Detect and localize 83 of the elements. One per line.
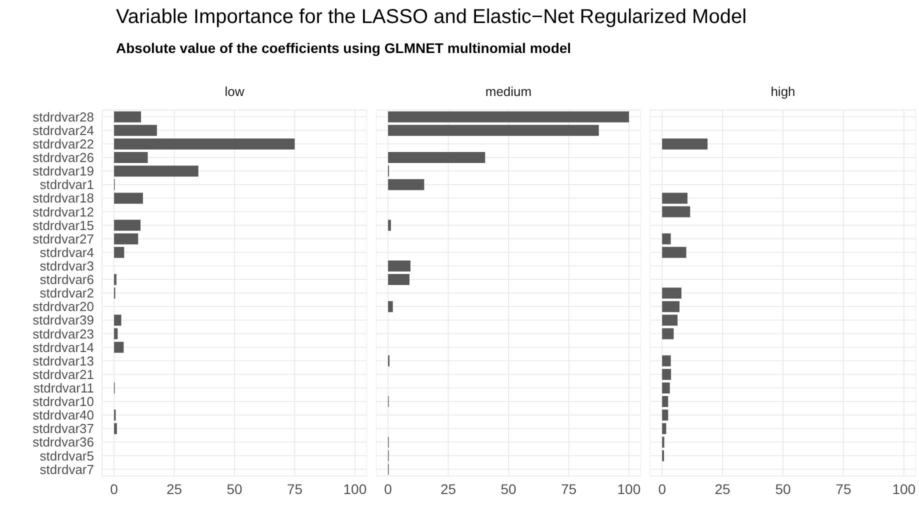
bar bbox=[662, 233, 671, 244]
x-tick-label: 0 bbox=[384, 480, 392, 497]
bar bbox=[662, 192, 688, 204]
bar bbox=[114, 138, 295, 150]
y-tick-label: stdrdvar2 bbox=[40, 286, 94, 301]
x-tick-label: 100 bbox=[892, 480, 916, 497]
bar bbox=[388, 301, 393, 312]
bar bbox=[114, 423, 117, 434]
y-tick-label: stdrdvar10 bbox=[32, 394, 94, 410]
bar bbox=[662, 423, 666, 434]
y-tick-label: stdrdvar19 bbox=[32, 164, 94, 179]
bar bbox=[114, 328, 118, 340]
bar bbox=[114, 314, 122, 326]
y-tick-label: stdrdvar15 bbox=[32, 218, 94, 233]
bar bbox=[662, 382, 670, 394]
y-tick-label: stdrdvar26 bbox=[32, 150, 94, 166]
y-tick-label: stdrdvar7 bbox=[40, 462, 94, 477]
chart-title: high bbox=[770, 83, 796, 101]
text: Variable Importance for the LASSO and Elastic−Net Regularized Model bbox=[116, 6, 747, 29]
y-tick-label: stdrdvar13 bbox=[32, 353, 94, 368]
x-tick-label: 25 bbox=[166, 480, 182, 497]
y-tick-label: stdrdvar22 bbox=[32, 136, 94, 152]
y-tick-label: stdrdvar1 bbox=[40, 177, 94, 192]
y-tick-label: stdrdvar27 bbox=[32, 231, 94, 246]
x-tick-label: 75 bbox=[286, 480, 303, 497]
x-tick-label: 50 bbox=[500, 480, 516, 497]
y-tick-label: stdrdvar23 bbox=[32, 326, 94, 342]
bar bbox=[388, 111, 629, 122]
bar bbox=[662, 368, 672, 380]
y-tick-label: stdrdvar20 bbox=[32, 299, 94, 314]
bar bbox=[388, 124, 599, 136]
y-tick-label: stdrdvar39 bbox=[32, 312, 94, 328]
bar bbox=[114, 246, 124, 258]
bar bbox=[662, 410, 668, 421]
bar bbox=[662, 138, 708, 150]
chart-title: low bbox=[224, 83, 246, 101]
x-tick-label: 0 bbox=[658, 480, 666, 497]
y-tick-label: stdrdvar40 bbox=[32, 408, 94, 423]
x-tick-label: 75 bbox=[560, 480, 577, 497]
bar bbox=[662, 396, 668, 408]
text: Absolute value of the coefficients using GLMNET multinomial model bbox=[116, 40, 572, 56]
x-tick-label: 50 bbox=[775, 480, 791, 497]
bar bbox=[388, 260, 410, 272]
x-tick-label: 0 bbox=[110, 480, 118, 497]
chart-title: medium bbox=[484, 83, 533, 101]
y-tick-label: stdrdvar24 bbox=[32, 122, 94, 138]
bar bbox=[114, 342, 124, 353]
y-tick-label: stdrdvar14 bbox=[32, 340, 94, 355]
y-tick-label: stdrdvar3 bbox=[40, 258, 94, 274]
y-tick-label: stdrdvar12 bbox=[32, 204, 94, 220]
x-tick-label: 50 bbox=[226, 480, 242, 497]
bar bbox=[662, 288, 682, 299]
bar bbox=[388, 179, 424, 190]
x-tick-label: 100 bbox=[343, 480, 367, 497]
bar bbox=[662, 206, 690, 218]
bar bbox=[388, 274, 410, 286]
bar bbox=[114, 124, 157, 136]
y-tick-label: stdrdvar37 bbox=[32, 421, 94, 436]
y-tick-label: stdrdvar5 bbox=[40, 448, 94, 464]
bar bbox=[388, 152, 486, 164]
bar bbox=[114, 152, 148, 164]
bar bbox=[114, 192, 143, 204]
bar bbox=[662, 246, 686, 258]
bar bbox=[114, 233, 138, 244]
y-tick-label: stdrdvar18 bbox=[32, 190, 94, 206]
bar bbox=[388, 220, 391, 231]
bar bbox=[662, 328, 674, 340]
y-tick-label: stdrdvar11 bbox=[34, 380, 94, 396]
bar bbox=[114, 166, 198, 177]
bar bbox=[662, 301, 680, 312]
x-tick-label: 100 bbox=[617, 480, 641, 497]
x-tick-label: 25 bbox=[440, 480, 456, 497]
y-tick-label: stdrdvar36 bbox=[32, 434, 94, 450]
x-tick-label: 25 bbox=[714, 480, 731, 497]
bar bbox=[662, 314, 678, 326]
y-tick-label: stdrdvar4 bbox=[40, 244, 94, 260]
bar bbox=[114, 111, 142, 122]
x-tick-label: 75 bbox=[836, 480, 852, 497]
y-tick-label: stdrdvar6 bbox=[40, 272, 94, 288]
y-tick-label: stdrdvar28 bbox=[32, 109, 94, 124]
bar bbox=[114, 220, 141, 231]
y-tick-label: stdrdvar21 bbox=[32, 366, 94, 382]
bar bbox=[662, 355, 671, 366]
